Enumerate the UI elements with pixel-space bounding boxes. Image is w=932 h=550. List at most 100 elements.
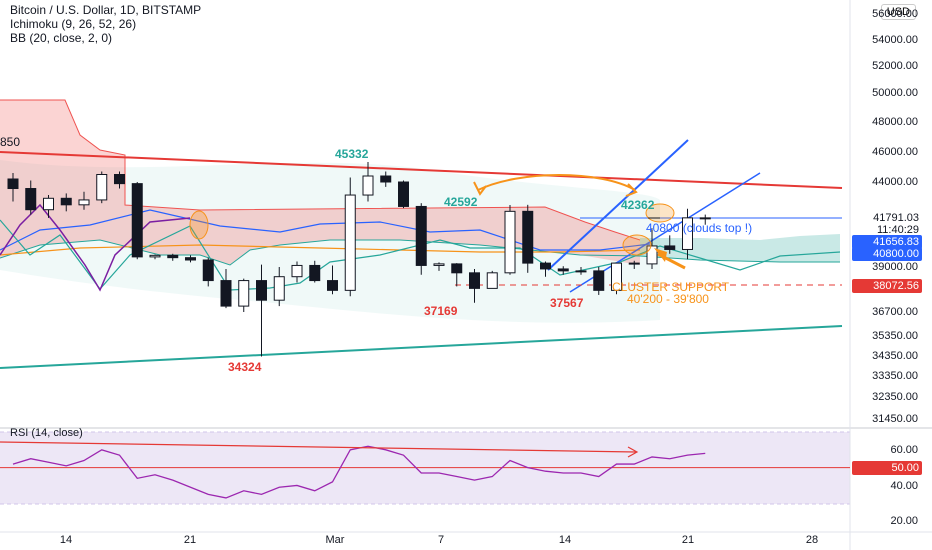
price-label: 52000.00 xyxy=(872,60,918,72)
bollinger-basis xyxy=(0,219,841,291)
candle-body xyxy=(522,210,534,264)
candle-body xyxy=(398,181,409,207)
arrow-head xyxy=(473,181,487,196)
ichimoku-cloud-bear xyxy=(0,100,640,265)
candle-body xyxy=(469,272,480,289)
red-price-tag: 38072.56 xyxy=(852,279,922,293)
price-label: 44000.00 xyxy=(872,176,918,188)
price-label: 36700.00 xyxy=(872,306,918,318)
channel-upper-line xyxy=(547,139,689,271)
candle-body xyxy=(433,263,445,266)
candle-body xyxy=(362,175,374,196)
rsi-legend[interactable]: RSI (14, close) xyxy=(10,427,83,439)
candle-body xyxy=(593,270,605,291)
candle-body xyxy=(202,259,214,282)
highlight-circle xyxy=(189,210,209,240)
candle-body xyxy=(327,280,338,291)
candle-body xyxy=(557,268,569,272)
price-label: 50000.00 xyxy=(872,87,918,99)
candle-body xyxy=(131,183,143,258)
last-price-tag: 41791.03 xyxy=(852,211,922,225)
candle-body xyxy=(699,217,711,220)
candle-body xyxy=(256,280,267,301)
time-label: 21 xyxy=(183,534,197,546)
green-price-tag: 40800.00 xyxy=(852,247,922,261)
senkou-b-line xyxy=(0,239,840,266)
candle-body xyxy=(664,245,676,250)
candle-body xyxy=(60,197,72,206)
ichimoku-legend[interactable]: Ichimoku (9, 26, 52, 26) xyxy=(10,17,137,31)
candle-body xyxy=(309,264,321,282)
candle-body xyxy=(238,280,250,307)
rsi-label: 40.00 xyxy=(890,480,918,492)
curved-arrow xyxy=(477,174,636,191)
price-label: 46000.00 xyxy=(872,146,918,158)
candle-body xyxy=(344,194,356,291)
price-label: 54000.00 xyxy=(872,34,918,46)
candle-body xyxy=(451,263,463,274)
time-label: 7 xyxy=(437,534,445,546)
bb-legend[interactable]: BB (20, close, 2, 0) xyxy=(10,31,113,45)
candle-body xyxy=(114,174,125,185)
candle-body xyxy=(43,197,54,211)
candle-body xyxy=(78,199,90,206)
candle-body xyxy=(540,262,551,270)
blue-price-tag: 41656.83 xyxy=(852,235,922,249)
candle-body xyxy=(504,210,516,274)
candle-body xyxy=(167,254,179,259)
clouds-top-label: 40800 (clouds top !) xyxy=(646,221,753,235)
candle-body xyxy=(96,174,108,201)
cluster-support-label: CLUSTER SUPPORT xyxy=(612,280,730,294)
price-label: 32350.00 xyxy=(872,391,918,403)
cluster-range-label: 40'200 - 39'800 xyxy=(627,292,709,306)
highlight-circle xyxy=(622,234,652,256)
time-label: 14 xyxy=(59,534,73,546)
candle-body xyxy=(273,276,285,301)
arrow-head xyxy=(625,183,638,197)
arrow-head xyxy=(627,446,639,458)
symbol-legend[interactable]: Bitcoin / U.S. Dollar, 1D, BITSTAMP xyxy=(10,3,202,17)
candle-body xyxy=(380,175,392,183)
candle-body xyxy=(185,257,196,261)
candle-body xyxy=(291,264,303,278)
candle-body xyxy=(220,280,232,307)
rsi-label: 20.00 xyxy=(890,515,918,527)
rsi-divergence-line xyxy=(0,441,637,453)
candle-body xyxy=(25,188,37,211)
candle-body xyxy=(646,245,658,265)
time-label: 14 xyxy=(558,534,572,546)
candle-body xyxy=(415,205,427,266)
time-label: Mar xyxy=(325,534,345,546)
tenkan-line xyxy=(0,209,651,251)
price-label: 56000.00 xyxy=(872,8,918,20)
support-trendline xyxy=(0,325,843,369)
price-label: 35350.00 xyxy=(872,330,918,342)
peak-label: 42362 xyxy=(621,198,655,212)
candle-body xyxy=(7,178,19,190)
candle-body xyxy=(611,262,622,291)
low-label: 34324 xyxy=(228,360,262,374)
low-label: 37567 xyxy=(550,296,584,310)
rsi-mid-tag: 50.00 xyxy=(852,461,922,475)
price-label: 48000.00 xyxy=(872,116,918,128)
partial-label: 850 xyxy=(0,135,21,149)
time-label: 21 xyxy=(681,534,695,546)
candle-body xyxy=(682,217,693,250)
low-label: 37169 xyxy=(424,304,458,318)
candle-body xyxy=(628,262,640,265)
candle-body xyxy=(486,272,498,289)
rsi-label: 60.00 xyxy=(890,444,918,456)
price-label: 31450.00 xyxy=(872,413,918,425)
peak-label: 42592 xyxy=(444,195,478,209)
candle-body xyxy=(575,270,587,273)
kijun-line xyxy=(0,244,641,256)
time-label: 28 xyxy=(805,534,819,546)
countdown-tag: 11:40:29 xyxy=(852,223,922,237)
price-label: 34350.00 xyxy=(872,350,918,362)
currency-button[interactable]: USD xyxy=(880,4,916,20)
price-label: 39000.00 xyxy=(872,261,918,273)
peak-label: 45332 xyxy=(335,147,369,161)
candle-body xyxy=(149,254,161,258)
